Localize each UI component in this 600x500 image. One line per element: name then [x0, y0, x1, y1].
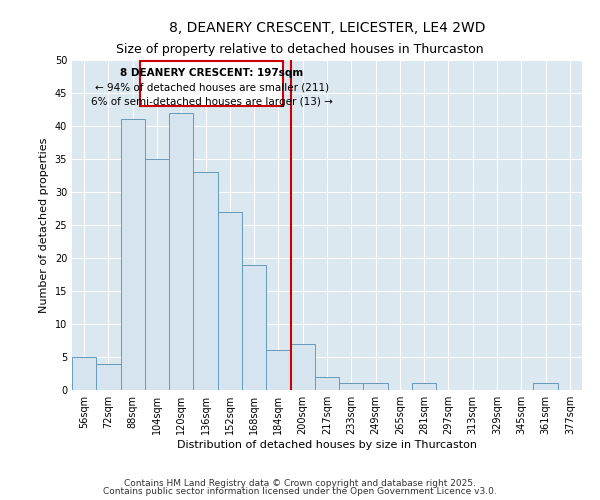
- Bar: [290, 344, 315, 390]
- Bar: [242, 264, 266, 390]
- FancyBboxPatch shape: [140, 62, 283, 106]
- Bar: [339, 384, 364, 390]
- Bar: [145, 159, 169, 390]
- Bar: [169, 113, 193, 390]
- X-axis label: Distribution of detached houses by size in Thurcaston: Distribution of detached houses by size …: [177, 440, 477, 450]
- Bar: [364, 384, 388, 390]
- Text: 6% of semi-detached houses are larger (13) →: 6% of semi-detached houses are larger (1…: [91, 97, 332, 107]
- Text: 8 DEANERY CRESCENT: 197sqm: 8 DEANERY CRESCENT: 197sqm: [120, 68, 303, 78]
- Bar: [266, 350, 290, 390]
- Bar: [218, 212, 242, 390]
- Bar: [533, 384, 558, 390]
- Text: ← 94% of detached houses are smaller (211): ← 94% of detached houses are smaller (21…: [95, 82, 329, 92]
- Text: Contains public sector information licensed under the Open Government Licence v3: Contains public sector information licen…: [103, 487, 497, 496]
- Bar: [412, 384, 436, 390]
- Bar: [96, 364, 121, 390]
- Y-axis label: Number of detached properties: Number of detached properties: [39, 138, 49, 312]
- Text: Contains HM Land Registry data © Crown copyright and database right 2025.: Contains HM Land Registry data © Crown c…: [124, 478, 476, 488]
- Bar: [121, 120, 145, 390]
- Bar: [193, 172, 218, 390]
- Title: 8, DEANERY CRESCENT, LEICESTER, LE4 2WD: 8, DEANERY CRESCENT, LEICESTER, LE4 2WD: [169, 21, 485, 35]
- Bar: [72, 357, 96, 390]
- Bar: [315, 377, 339, 390]
- Text: Size of property relative to detached houses in Thurcaston: Size of property relative to detached ho…: [116, 42, 484, 56]
